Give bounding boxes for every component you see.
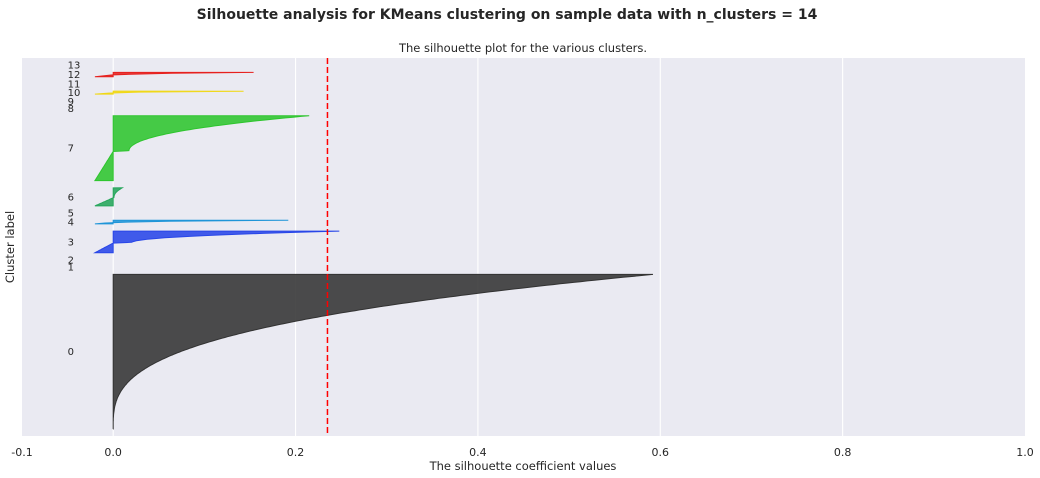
cluster-label-8: 8 [68, 104, 74, 115]
plot-title: The silhouette plot for the various clus… [398, 41, 647, 55]
cluster-label-4: 4 [68, 218, 74, 229]
cluster-label-0: 0 [68, 347, 74, 358]
y-axis-label: Cluster label [3, 211, 17, 283]
x-tick-labels: -0.1 0.0 0.2 0.4 0.6 0.8 1.0 [11, 446, 1033, 459]
silhouette-cluster-0 [112, 273, 654, 430]
cluster-label-12: 12 [68, 70, 81, 81]
cluster-label-5: 5 [68, 209, 74, 220]
silhouette-cluster-6 [94, 187, 125, 207]
cluster-label-7: 7 [68, 144, 74, 155]
silhouette-cluster-12 [94, 71, 254, 78]
silhouette-clusters [93, 71, 654, 430]
x-tick-label: 0.4 [469, 446, 487, 459]
x-tick-label: 0.2 [287, 446, 305, 459]
x-tick-label: 0.0 [104, 446, 122, 459]
cluster-label-13: 13 [68, 61, 81, 72]
silhouette-cluster-4 [94, 219, 289, 225]
figure-suptitle: Silhouette analysis for KMeans clusterin… [197, 7, 818, 23]
silhouette-cluster-3 [93, 230, 340, 254]
cluster-label-11: 11 [68, 79, 81, 90]
x-axis-label: The silhouette coefficient values [429, 459, 617, 473]
cluster-label-6: 6 [68, 192, 74, 203]
cluster-label-9: 9 [68, 97, 74, 108]
cluster-label-10: 10 [68, 88, 81, 99]
cluster-label-1: 1 [68, 263, 74, 274]
cluster-label-2: 2 [68, 255, 74, 266]
silhouette-cluster-10 [94, 90, 244, 95]
x-tick-label: 0.8 [834, 446, 852, 459]
silhouette-cluster-7 [93, 115, 310, 182]
x-tick-label: 0.6 [652, 446, 670, 459]
cluster-label-3: 3 [68, 237, 74, 248]
plot-area [22, 58, 1025, 436]
x-tick-label: 1.0 [1016, 446, 1034, 459]
x-tick-label: -0.1 [11, 446, 32, 459]
